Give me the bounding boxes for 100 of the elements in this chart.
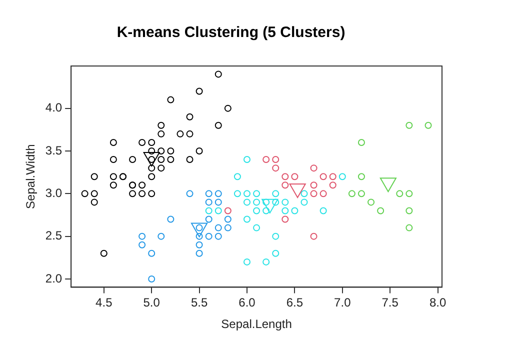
point <box>320 207 327 214</box>
x-tick-label: 7.0 <box>334 296 352 310</box>
point <box>148 138 156 146</box>
x-tick-label: 4.5 <box>96 296 113 310</box>
point <box>129 190 136 198</box>
point <box>214 198 222 206</box>
point <box>234 173 241 180</box>
point <box>158 232 165 240</box>
point <box>158 164 165 172</box>
point <box>214 122 222 129</box>
point <box>90 198 98 206</box>
point <box>158 130 165 138</box>
point <box>320 173 327 180</box>
point <box>196 250 203 257</box>
point <box>282 182 289 189</box>
point <box>244 156 250 164</box>
point <box>262 207 270 214</box>
point <box>262 258 270 266</box>
x-tick-label: 5.5 <box>190 296 208 310</box>
x-tick-label: 7.5 <box>382 296 399 310</box>
point <box>110 173 117 180</box>
point <box>262 198 270 206</box>
point <box>167 148 174 154</box>
point <box>272 164 280 172</box>
point <box>167 216 174 223</box>
point <box>253 207 260 214</box>
point <box>253 190 260 198</box>
point <box>253 224 260 232</box>
point <box>320 190 327 198</box>
point <box>148 148 156 154</box>
point <box>148 173 156 180</box>
point <box>406 207 413 214</box>
point <box>167 96 174 104</box>
x-tick-label: 8.0 <box>429 296 446 310</box>
point <box>148 190 156 198</box>
point <box>148 276 156 283</box>
point <box>310 190 318 198</box>
point <box>196 88 203 95</box>
point <box>205 198 212 206</box>
point <box>244 190 250 198</box>
point <box>205 190 212 198</box>
point <box>244 198 250 206</box>
point <box>282 173 289 180</box>
point <box>234 190 241 198</box>
point <box>329 173 336 180</box>
point <box>338 173 346 180</box>
point <box>129 156 136 164</box>
point <box>224 104 232 112</box>
point <box>291 173 298 180</box>
point <box>214 232 222 240</box>
point <box>358 190 365 198</box>
point <box>244 216 250 223</box>
y-tick-label: 2.0 <box>45 271 62 286</box>
point <box>186 113 194 120</box>
x-tick-label: 6.5 <box>286 296 304 310</box>
point <box>291 207 298 214</box>
y-tick-label: 2.5 <box>45 228 62 243</box>
point <box>358 173 365 180</box>
point <box>272 232 280 240</box>
point <box>196 241 203 248</box>
point <box>310 164 318 172</box>
point <box>262 156 270 164</box>
point <box>110 138 117 146</box>
point <box>214 224 222 232</box>
point <box>138 190 146 198</box>
point <box>186 190 194 198</box>
point <box>272 190 280 198</box>
point <box>110 182 117 189</box>
point <box>214 207 222 214</box>
point <box>282 216 289 223</box>
point <box>138 241 146 248</box>
point <box>272 198 280 206</box>
y-axis-title: Sepal.Width <box>24 144 38 209</box>
point <box>186 156 194 164</box>
point <box>196 148 203 154</box>
point <box>148 250 156 257</box>
point <box>244 258 250 266</box>
point <box>224 224 232 232</box>
point <box>205 232 212 240</box>
y-tick-label: 4.0 <box>45 100 62 115</box>
point <box>138 182 146 189</box>
point <box>158 148 165 154</box>
point <box>90 173 98 180</box>
point <box>158 156 165 164</box>
point <box>396 190 404 198</box>
point <box>282 207 289 214</box>
point <box>196 232 203 240</box>
point <box>377 207 384 214</box>
x-axis-title: Sepal.Length <box>221 317 292 332</box>
chart-title: K-means Clustering (5 Clusters) <box>116 24 346 42</box>
point <box>148 164 156 172</box>
point <box>90 190 98 198</box>
point <box>214 70 222 78</box>
point <box>406 122 413 129</box>
y-tick-label: 3.5 <box>45 143 62 158</box>
point <box>110 156 117 164</box>
point <box>176 130 184 138</box>
point <box>81 190 88 198</box>
x-tick-label: 5.0 <box>143 296 160 310</box>
point <box>310 232 318 240</box>
